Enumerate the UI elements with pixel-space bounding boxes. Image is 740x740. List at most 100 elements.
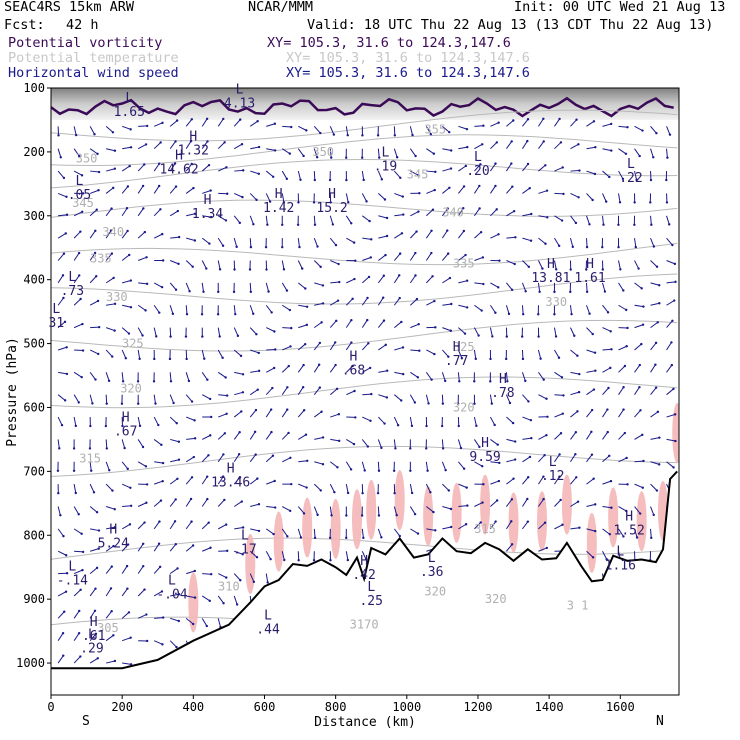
field-name-pv: Potential vorticity (8, 35, 163, 51)
wind-vector-head (205, 117, 209, 120)
wind-vector (281, 551, 285, 561)
wind-vector (506, 141, 513, 149)
wind-vector (313, 528, 316, 538)
wind-vector-head (524, 290, 527, 293)
wind-vector-head (58, 447, 61, 450)
wind-vector (249, 193, 257, 201)
wind-vector-head (159, 499, 163, 502)
wind-vector-head (321, 436, 325, 439)
wind-vector-head (617, 245, 620, 249)
wind-vector (233, 215, 241, 224)
wind-vector (297, 260, 303, 269)
wind-vector (393, 506, 398, 516)
wind-vector (474, 522, 482, 530)
wind-vector (377, 416, 385, 424)
wind-vector (666, 260, 676, 265)
wind-vector-head (668, 133, 672, 136)
wind-vector (506, 499, 513, 507)
wind-vector-head (625, 456, 628, 460)
wind-vector (89, 588, 96, 597)
wind-vector-head (303, 342, 307, 346)
extremum-value: 1.32 (178, 143, 209, 158)
wind-vector (250, 528, 260, 532)
wind-vector (426, 148, 435, 155)
wind-vector-head (370, 238, 373, 241)
wind-vector-head (63, 399, 67, 402)
wind-vector-head (257, 529, 261, 533)
wind-vector (329, 364, 336, 373)
wind-vector (377, 528, 382, 538)
wind-vector (361, 551, 367, 560)
wind-vector (393, 148, 398, 158)
wind-vector-head (249, 245, 253, 249)
wind-vector (393, 297, 401, 306)
wind-vector (618, 457, 627, 463)
wind-vector (201, 141, 208, 149)
field-name-wind: Horizontal wind speed (8, 65, 179, 81)
wind-vector-head (238, 476, 242, 479)
wind-vector-head (254, 453, 257, 456)
wind-vector-head (144, 465, 148, 468)
wind-vector (570, 527, 580, 530)
wind-vector-head (462, 185, 466, 188)
wind-vector-head (606, 408, 609, 411)
end-label-right: N (656, 714, 664, 729)
wind-vector (650, 342, 657, 351)
wind-vector (458, 165, 467, 172)
wind-vector (122, 304, 132, 308)
wind-vector (393, 275, 400, 284)
wind-vector (490, 480, 500, 485)
wind-vector (618, 148, 627, 155)
extremum-marker: H (122, 410, 130, 425)
wind-vector (506, 543, 513, 552)
wind-vector-head (142, 564, 145, 568)
wind-vector (201, 372, 208, 381)
theta-label: 325 (122, 337, 144, 351)
wind-vector (89, 483, 95, 493)
wind-vector-head (153, 357, 156, 361)
extremum-marker: L (125, 91, 133, 106)
wind-vector-head (161, 616, 165, 619)
wind-vector-head (112, 276, 115, 280)
wind-vector (506, 459, 516, 463)
wind-vector-head (460, 357, 464, 360)
wind-vector (474, 502, 483, 507)
wind-vector-head (286, 386, 289, 389)
wind-vector (122, 505, 132, 508)
contour-extra-label: 3 1 (567, 599, 589, 613)
wind-vector-head (351, 297, 354, 301)
wind-vector-head (626, 326, 629, 330)
wind-vector-head (174, 498, 177, 501)
wind-vector-head (333, 490, 336, 494)
x-axis-label: Distance (km) (314, 715, 416, 730)
extremum-value: .78 (491, 386, 514, 401)
wind-vector (186, 213, 196, 217)
wind-vector (121, 439, 126, 449)
wind-vector-head (527, 265, 531, 269)
contour-extra-label: 320 (485, 592, 507, 606)
wind-vector (73, 371, 82, 378)
wind-vector-head (380, 178, 384, 181)
wind-vector (586, 454, 593, 463)
wind-vector-head (210, 415, 213, 419)
wind-vector-head (479, 521, 482, 524)
wind-vector (137, 565, 144, 574)
wind-vector-head (79, 588, 82, 591)
wind-vector-head (209, 434, 212, 437)
extremum-marker: L (367, 580, 375, 595)
wind-vector (153, 566, 161, 574)
wind-vector-head (368, 219, 371, 223)
wind-vector-head (633, 201, 636, 204)
wind-vector (185, 118, 193, 127)
wind-vector-head (524, 379, 527, 383)
wind-vector-head (623, 364, 627, 368)
wind-vector-head (462, 229, 466, 233)
wind-vector-head (141, 445, 145, 449)
wind-vector-head (143, 521, 146, 524)
wind-vector-head (238, 431, 241, 434)
theta-label: 335 (90, 252, 112, 266)
wind-vector (185, 498, 192, 507)
wind-vector-head (350, 318, 353, 322)
wind-vector (393, 253, 401, 261)
wind-vector (410, 170, 419, 176)
